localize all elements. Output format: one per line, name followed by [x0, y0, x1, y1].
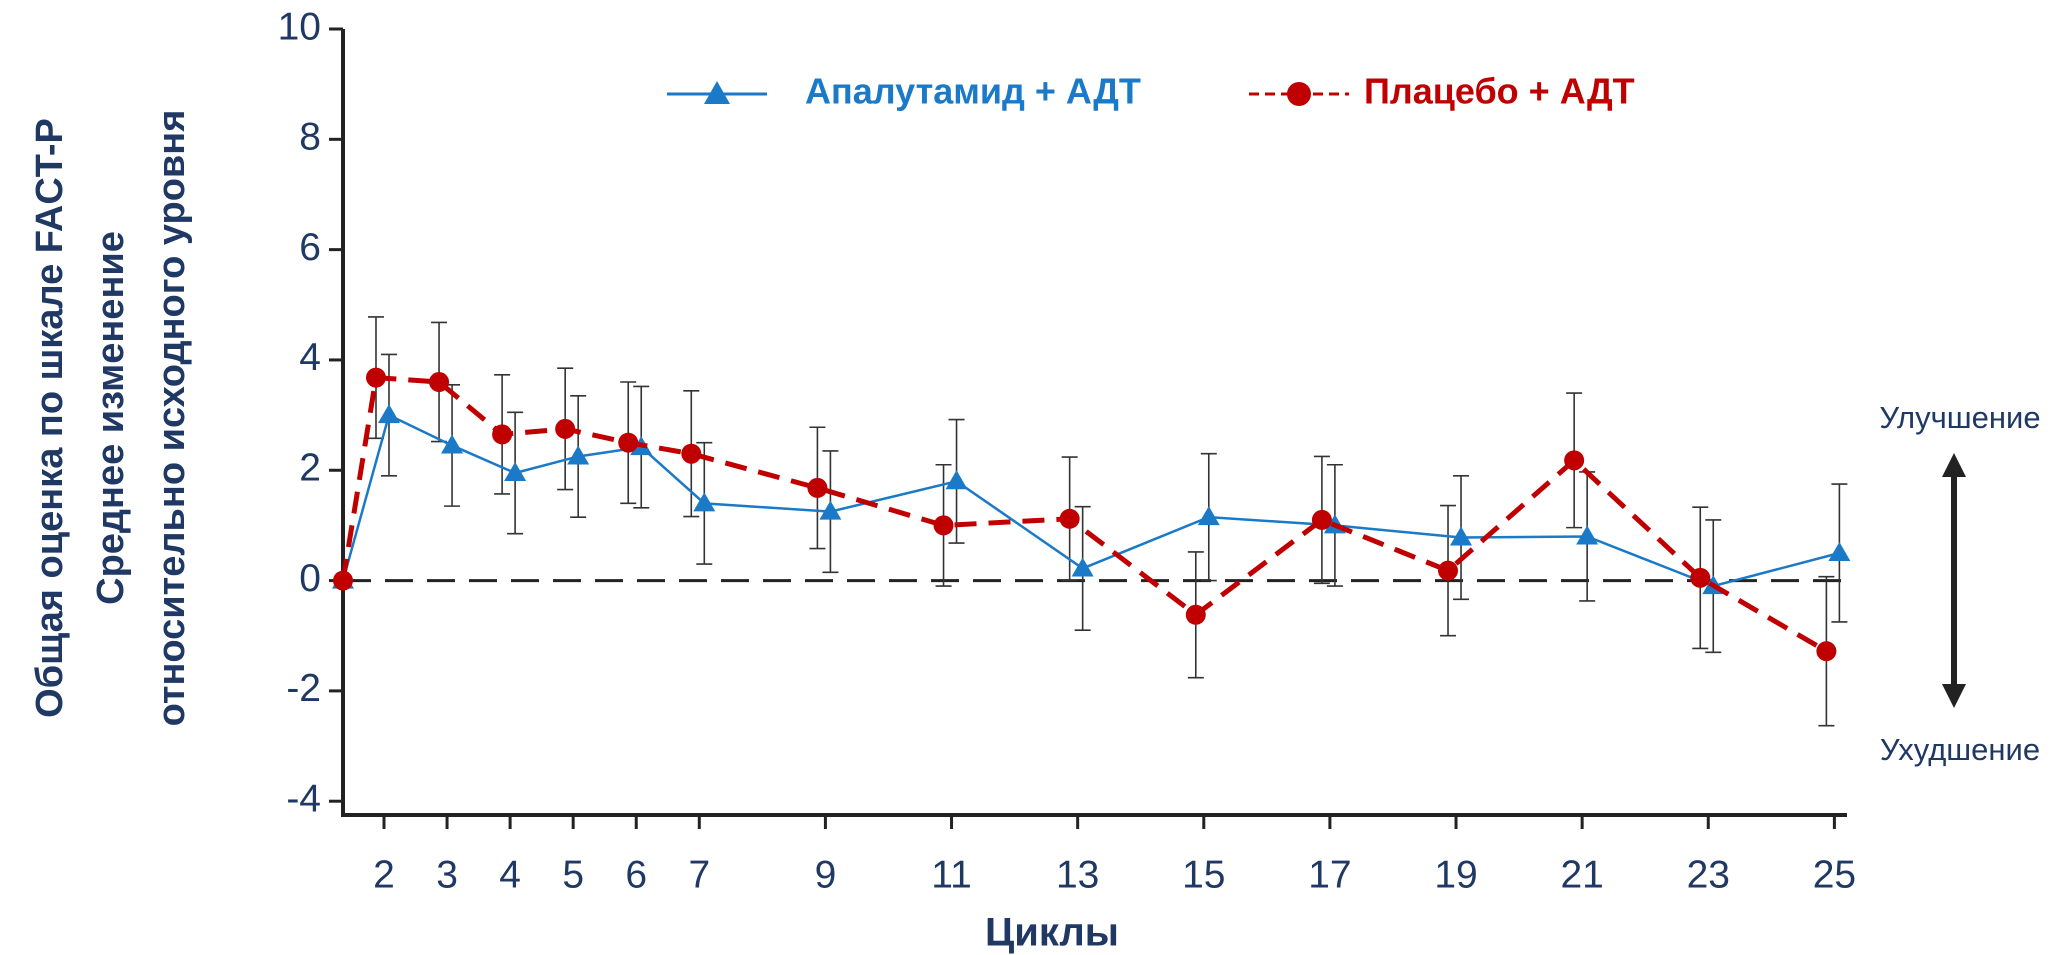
annotation: Ухудшение: [1880, 732, 2040, 767]
point: [1690, 567, 1711, 588]
x-tick-label: 11: [931, 853, 972, 896]
y-label: Общая оценка по шкале FACT-P Среднее изм…: [29, 110, 193, 727]
point: [567, 445, 590, 465]
point: [504, 462, 527, 482]
point: [933, 515, 954, 536]
point: [693, 492, 716, 512]
point: [1059, 508, 1080, 529]
point: [1185, 604, 1206, 625]
annotation: Улучшение: [1879, 400, 2040, 435]
legend-label: Плацебо + АДТ: [1364, 71, 1635, 112]
x-label: Циклы: [985, 911, 1119, 955]
x-tick-label: 4: [499, 853, 521, 896]
x-tick-label: 13: [1056, 853, 1099, 896]
point: [1071, 557, 1094, 577]
point: [1438, 560, 1459, 581]
y-tick-label: 2: [299, 447, 321, 490]
point: [945, 470, 968, 490]
y-tick-label: 10: [278, 5, 321, 48]
point: [618, 432, 639, 453]
legend-marker: [1287, 82, 1311, 106]
x-tick-label: 3: [436, 853, 458, 896]
y-tick-label: 8: [299, 116, 321, 159]
point: [819, 500, 842, 520]
y-label-line: Среднее изменение: [90, 231, 132, 605]
y-tick-label: -4: [286, 778, 321, 821]
y-label-line: относительно исходного уровня: [151, 110, 193, 727]
point: [365, 367, 386, 388]
series-line: [341, 413, 1840, 588]
legend-marker: [704, 81, 730, 104]
y-label-line: Общая оценка по шкале FACT-P: [29, 118, 71, 718]
y-tick-label: -2: [286, 667, 321, 710]
x-tick-label: 21: [1560, 853, 1603, 896]
x-tick-label: 25: [1813, 853, 1856, 896]
point: [429, 372, 450, 393]
x-tick-label: 5: [562, 853, 584, 896]
x-tick-label: 19: [1434, 853, 1477, 896]
point: [1828, 542, 1851, 561]
point: [1816, 641, 1837, 662]
point: [377, 404, 400, 424]
y-tick-label: 0: [299, 557, 321, 600]
point: [333, 570, 353, 591]
x-tick-label: 15: [1182, 853, 1225, 896]
point: [492, 424, 513, 445]
x-tick-label: 9: [815, 853, 837, 896]
x-tick-label: 17: [1308, 853, 1351, 896]
series-line: [340, 374, 1828, 654]
x-tick-label: 6: [625, 853, 647, 896]
point: [1576, 525, 1599, 545]
point: [1450, 526, 1473, 546]
y-tick-label: 6: [299, 226, 321, 269]
x-tick-label: 23: [1687, 853, 1730, 896]
point: [1197, 506, 1220, 526]
point: [441, 434, 464, 454]
x-tick-label: 7: [688, 853, 710, 896]
y-tick-label: 4: [299, 336, 321, 379]
legend-label: Апалутамид + АДТ: [805, 71, 1141, 112]
point: [1564, 450, 1585, 471]
point: [1311, 509, 1332, 530]
point: [555, 418, 576, 439]
point: [681, 443, 702, 464]
point: [807, 477, 828, 498]
x-tick-label: 2: [373, 853, 395, 896]
